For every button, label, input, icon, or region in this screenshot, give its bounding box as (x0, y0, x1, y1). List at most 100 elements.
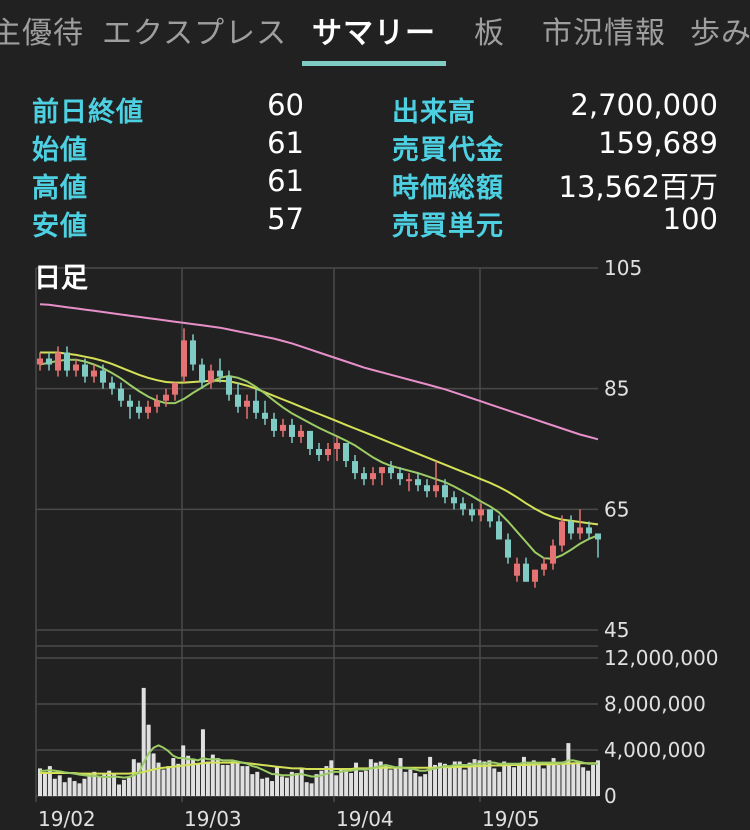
candle-body (91, 370, 97, 377)
price-tick-label: 105 (604, 256, 642, 280)
volume-bar (72, 781, 77, 796)
candle-body (127, 400, 133, 407)
volume-bar (591, 764, 596, 796)
volume-bar (255, 771, 260, 796)
volume-bar (107, 770, 112, 796)
volume-bar (235, 762, 240, 796)
chart-title: 日足 (34, 263, 88, 294)
volume-average-short (40, 744, 598, 779)
tab-market-info[interactable]: 市況情報 (542, 16, 666, 51)
trading-unit-value: 100 (662, 202, 718, 236)
volume-bar (279, 776, 284, 796)
volume-bar (418, 776, 423, 796)
volume-bar (304, 782, 309, 796)
volume-bar (186, 755, 191, 796)
prev-close-label: 前日終値 (32, 97, 144, 128)
volume-bar (260, 778, 265, 796)
volume-bar (156, 762, 161, 796)
low-value: 57 (267, 202, 304, 236)
volume-bar (472, 759, 477, 796)
candle-body (136, 406, 142, 413)
volume-bar (265, 777, 270, 796)
volume-bar (398, 758, 403, 796)
date-tick-label: 19/05 (482, 807, 540, 830)
volume-bar (546, 762, 551, 796)
open-label: 始値 (32, 135, 88, 166)
market-cap-label: 時価総額 (392, 173, 504, 204)
candle-body (64, 352, 70, 371)
volume-bar (240, 766, 245, 796)
volume-bar (97, 776, 102, 796)
candle-body (577, 527, 583, 534)
volume-bar (492, 768, 497, 796)
volume-bar (38, 768, 42, 796)
candle-body (361, 473, 367, 480)
candle-body (235, 394, 241, 407)
tab-shareholder-benefits[interactable]: 株主優待 (0, 16, 84, 51)
volume-bar (314, 774, 319, 796)
volume-bar (146, 724, 151, 796)
volume-bar (131, 759, 136, 796)
volume-bar (462, 769, 467, 796)
volume-bar (191, 759, 196, 796)
volume-bar (67, 777, 72, 796)
volume-bar (294, 773, 299, 796)
candle-body (316, 449, 322, 456)
candle-body (217, 370, 223, 377)
candle-body (145, 406, 151, 413)
volume-bar (77, 783, 82, 796)
tab-express[interactable]: エクスプレス (102, 16, 288, 51)
active-tab-indicator (302, 61, 446, 66)
candle-body (100, 370, 106, 383)
volume-bar (52, 778, 57, 796)
volume-tick-label: 4,000,000 (604, 738, 706, 762)
candle-body (154, 400, 160, 407)
volume-bar (437, 762, 442, 796)
tab-tick-history[interactable]: 歩み値 (690, 16, 750, 51)
tab-board[interactable]: 板 (474, 16, 505, 51)
candle-body (253, 400, 259, 413)
moving-average-long (39, 303, 599, 441)
volume-bar (225, 764, 230, 796)
volume-bar (388, 769, 393, 796)
volume-bar (516, 763, 521, 796)
volume-bar (112, 774, 117, 796)
tab-summary[interactable]: サマリー (312, 16, 436, 51)
volume-bar (324, 766, 329, 796)
candle-body (118, 388, 124, 401)
volume-bar (531, 760, 536, 796)
trading-value-label: 売買代金 (392, 135, 504, 166)
volume-bar (423, 774, 428, 796)
volume-bar (428, 756, 433, 796)
volume-bar (196, 763, 201, 796)
candle-body (37, 358, 43, 365)
volume-bar (383, 766, 388, 796)
candle-body (559, 521, 565, 546)
volume-bar (136, 762, 141, 796)
open-value: 61 (267, 126, 304, 160)
volume-bar (561, 761, 566, 796)
candle-body (73, 364, 79, 371)
candle-body (244, 400, 250, 407)
volume-bar (62, 782, 67, 796)
candle-body (451, 497, 457, 504)
volume-label: 出来高 (392, 97, 476, 128)
volume-tick-label: 12,000,000 (604, 646, 719, 670)
candle-body (532, 569, 538, 582)
volume-bar (536, 763, 541, 796)
candle-body (442, 485, 448, 498)
candle-body (478, 509, 484, 516)
candle-body (541, 563, 547, 570)
volume-bar (354, 762, 359, 796)
candle-body (55, 352, 61, 371)
candle-body (199, 364, 205, 383)
volume-bar (176, 763, 181, 796)
candle-body (550, 545, 556, 564)
volume-bar (541, 768, 546, 796)
volume-bar (309, 783, 314, 796)
volume-tick-label: 0 (604, 784, 617, 808)
candle-body (496, 521, 502, 540)
volume-bar (245, 766, 250, 796)
volume-bar (447, 767, 452, 796)
